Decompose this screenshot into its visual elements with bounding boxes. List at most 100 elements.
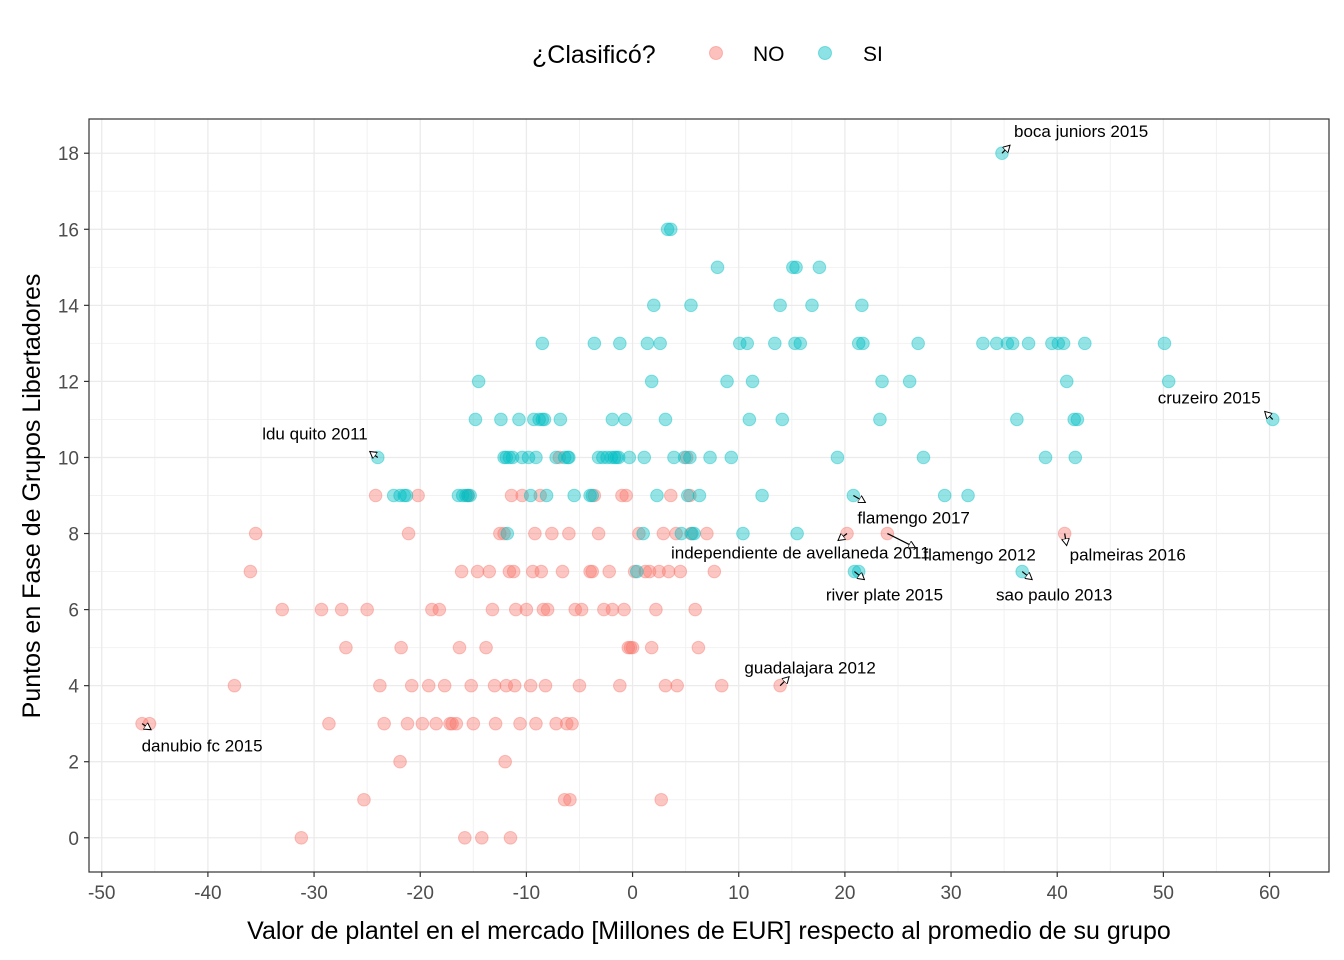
point-no — [443, 716, 457, 731]
point-no — [248, 526, 263, 541]
point-no — [458, 830, 472, 845]
point-si — [685, 526, 699, 541]
y-tick-label: 14 — [58, 296, 80, 317]
y-tick-label: 6 — [68, 601, 79, 622]
point-si — [1051, 336, 1066, 351]
point-si — [549, 450, 563, 465]
point-si — [755, 488, 769, 503]
annotation-label: ldu quito 2011 — [262, 424, 368, 443]
point-si — [1010, 412, 1024, 427]
legend-key-si — [818, 46, 832, 60]
point-no — [617, 602, 631, 617]
point-si — [1038, 450, 1053, 465]
point-si — [515, 450, 529, 465]
point-si — [497, 450, 511, 465]
point-si — [583, 488, 597, 503]
point-no — [658, 678, 673, 693]
point-no — [525, 564, 540, 579]
point-no — [507, 678, 522, 693]
point-si — [745, 374, 760, 389]
y-axis-title: Puntos en Fase de Grupos Libertadores — [18, 274, 46, 719]
point-no — [357, 792, 371, 807]
point-si — [539, 488, 554, 503]
point-no — [243, 564, 258, 579]
point-no — [587, 488, 602, 503]
point-no — [585, 564, 600, 579]
point-si — [637, 450, 652, 465]
y-axis: 0 2 4 6 8 10 12 14 16 18 — [58, 144, 89, 850]
point-si — [532, 412, 546, 427]
point-no — [488, 716, 503, 731]
point-no — [621, 640, 636, 655]
point-no — [314, 602, 329, 617]
point-si — [521, 450, 536, 465]
point-no — [583, 564, 597, 579]
point-no — [401, 526, 416, 541]
x-tick-label: 30 — [940, 883, 961, 904]
point-si — [902, 374, 917, 389]
point-no — [394, 640, 408, 655]
point-si — [724, 450, 739, 465]
y-tick-label: 10 — [58, 448, 79, 469]
point-si — [557, 450, 572, 465]
point-si — [855, 298, 869, 313]
point-si — [605, 412, 620, 427]
point-no — [679, 450, 694, 465]
point-no — [454, 564, 469, 579]
point-no — [591, 526, 606, 541]
y-tick-label: 12 — [58, 372, 79, 393]
point-si — [911, 336, 925, 351]
x-tick-label: 50 — [1153, 883, 1174, 904]
point-si — [851, 336, 866, 351]
point-si — [680, 488, 695, 503]
point-no — [597, 602, 611, 617]
point-no — [275, 602, 290, 617]
point-no — [683, 488, 697, 503]
point-no — [534, 564, 549, 579]
point-no — [227, 678, 242, 693]
point-no — [688, 602, 702, 617]
point-si — [609, 450, 624, 465]
point-no — [503, 830, 518, 845]
point-si — [399, 488, 414, 503]
point-no — [632, 526, 646, 541]
annotation-arrow — [838, 533, 848, 541]
point-si — [1068, 450, 1083, 465]
annotation-arrow — [853, 494, 865, 504]
point-si — [561, 450, 575, 465]
point-no — [652, 564, 666, 579]
annotation-arrow — [1265, 411, 1274, 420]
point-no — [555, 564, 570, 579]
point-si — [805, 298, 819, 313]
y-tick-label: 18 — [58, 144, 79, 165]
point-si — [523, 488, 538, 503]
point-no — [536, 602, 551, 617]
point-si — [393, 488, 407, 503]
point-si — [499, 450, 514, 465]
point-si — [468, 412, 483, 427]
legend: ¿Clasificó? NO SI — [532, 41, 883, 69]
point-si — [683, 450, 697, 465]
point-no — [519, 602, 534, 617]
point-no — [661, 564, 676, 579]
point-si — [1059, 374, 1074, 389]
point-si — [600, 450, 614, 465]
point-no — [432, 602, 447, 617]
point-si — [567, 488, 581, 503]
point-si — [916, 450, 931, 465]
point-si — [775, 412, 790, 427]
point-no — [466, 716, 481, 731]
point-no — [700, 526, 714, 541]
legend-label-si: SI — [863, 43, 883, 66]
point-si — [1157, 336, 1172, 351]
point-si — [660, 222, 675, 237]
point-no — [602, 564, 617, 579]
annotation-arrow — [370, 451, 379, 457]
point-no — [487, 678, 502, 693]
legend-key-no — [709, 46, 723, 60]
point-si — [773, 298, 787, 313]
point-no — [673, 564, 688, 579]
point-no — [393, 754, 407, 769]
point-si — [851, 564, 866, 579]
point-no — [572, 678, 587, 693]
